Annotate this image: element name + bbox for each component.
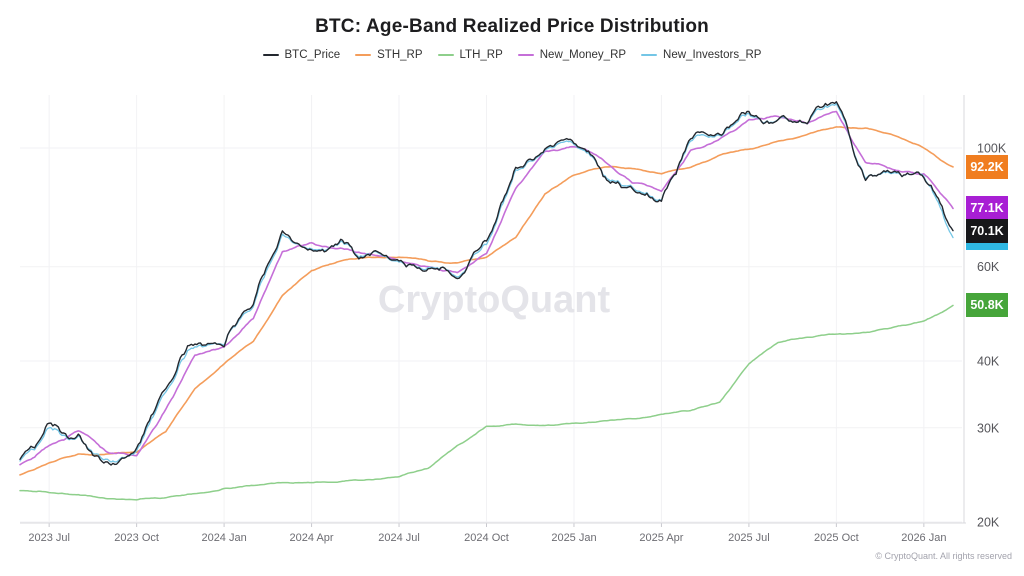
series-line-BTC_Price[interactable] [19, 101, 954, 466]
gridlines: 100K 60K 40K 30K 20K 2023 Jul 2023 Oct 2024 Jan… [20, 95, 1007, 544]
y-axis-label: 100K [977, 142, 1007, 156]
legend-dash-icon [641, 54, 658, 56]
series-line-STH_RP[interactable] [19, 126, 954, 476]
chart-legend: BTC_Price STH_RP LTH_RP New_Money_RP New_Inv… [0, 49, 1024, 61]
x-axis-label: 2025 Apr [639, 532, 683, 544]
chart-title: BTC: Age-Band Realized Price Distributio… [315, 16, 709, 37]
x-axis-label: 2026 Jan [901, 532, 946, 544]
legend-item-BTC_Price[interactable]: BTC_Price [262, 49, 341, 61]
y-axis-label: 40K [977, 354, 1000, 368]
x-axis-label: 2025 Oct [814, 532, 859, 544]
legend-dash-icon [517, 54, 534, 56]
legend-label: New_Money_RP [539, 49, 627, 61]
y-axis-label: 20K [977, 516, 1000, 530]
y-axis-label: 60K [977, 260, 1000, 274]
legend-item-LTH_RP[interactable]: LTH_RP [437, 49, 503, 61]
legend-dash-icon [437, 54, 454, 56]
x-axis-label: 2024 Jan [201, 532, 246, 544]
legend-dash-icon [262, 54, 279, 56]
legend-label: New_Investors_RP [663, 49, 762, 61]
legend-label: BTC_Price [284, 49, 341, 61]
legend-label: STH_RP [377, 49, 423, 61]
x-axis-label: 2023 Oct [114, 532, 159, 544]
x-axis-label: 2025 Jan [551, 532, 596, 544]
x-axis-label: 2024 Oct [464, 532, 509, 544]
x-axis-label: 2023 Jul [28, 532, 70, 544]
legend-item-New_Money_RP[interactable]: New_Money_RP [517, 49, 627, 61]
cryptoquant-watermark: CryptoQuant [378, 279, 611, 321]
x-axis-label: 2024 Jul [378, 532, 420, 544]
legend-item-STH_RP[interactable]: STH_RP [355, 49, 423, 61]
copyright-notice: © CryptoQuant. All rights reserved [875, 551, 1012, 561]
x-axis-label: 2024 Apr [290, 532, 334, 544]
series-line-LTH_RP[interactable] [19, 304, 954, 501]
y-axis-label: 30K [977, 421, 1000, 435]
legend-item-New_Investors_RP[interactable]: New_Investors_RP [641, 49, 761, 61]
legend-label: LTH_RP [459, 49, 503, 61]
x-axis-label: 2025 Jul [728, 532, 770, 544]
legend-dash-icon [355, 54, 372, 56]
series-line-New_Money_RP[interactable] [19, 110, 954, 466]
